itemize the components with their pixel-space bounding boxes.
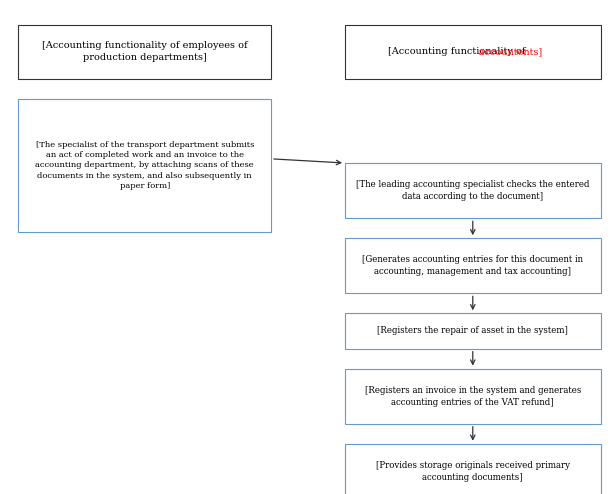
Text: [Provides storage originals received primary
accounting documents]: [Provides storage originals received pri… [376,461,570,482]
FancyBboxPatch shape [18,99,271,232]
FancyBboxPatch shape [345,444,601,494]
Text: [Registers an invoice in the system and generates
accounting entries of the VAT : [Registers an invoice in the system and … [365,386,581,407]
Text: [Generates accounting entries for this document in
accounting, management and ta: [Generates accounting entries for this d… [362,255,583,276]
FancyBboxPatch shape [345,313,601,349]
Text: [Accounting functionality of: [Accounting functionality of [389,47,529,56]
Text: accountents]: accountents] [389,47,543,56]
Text: [The leading accounting specialist checks the entered
data according to the docu: [The leading accounting specialist check… [356,180,590,201]
FancyBboxPatch shape [345,25,601,79]
Text: [Accounting functionality of employees of
production departments]: [Accounting functionality of employees o… [42,41,248,62]
FancyBboxPatch shape [345,163,601,218]
Text: [The specialist of the transport department submits
an act of completed work and: [The specialist of the transport departm… [36,141,254,190]
Text: [Registers the repair of asset in the system]: [Registers the repair of asset in the sy… [378,327,568,335]
FancyBboxPatch shape [18,25,271,79]
FancyBboxPatch shape [345,369,601,424]
FancyBboxPatch shape [345,238,601,293]
